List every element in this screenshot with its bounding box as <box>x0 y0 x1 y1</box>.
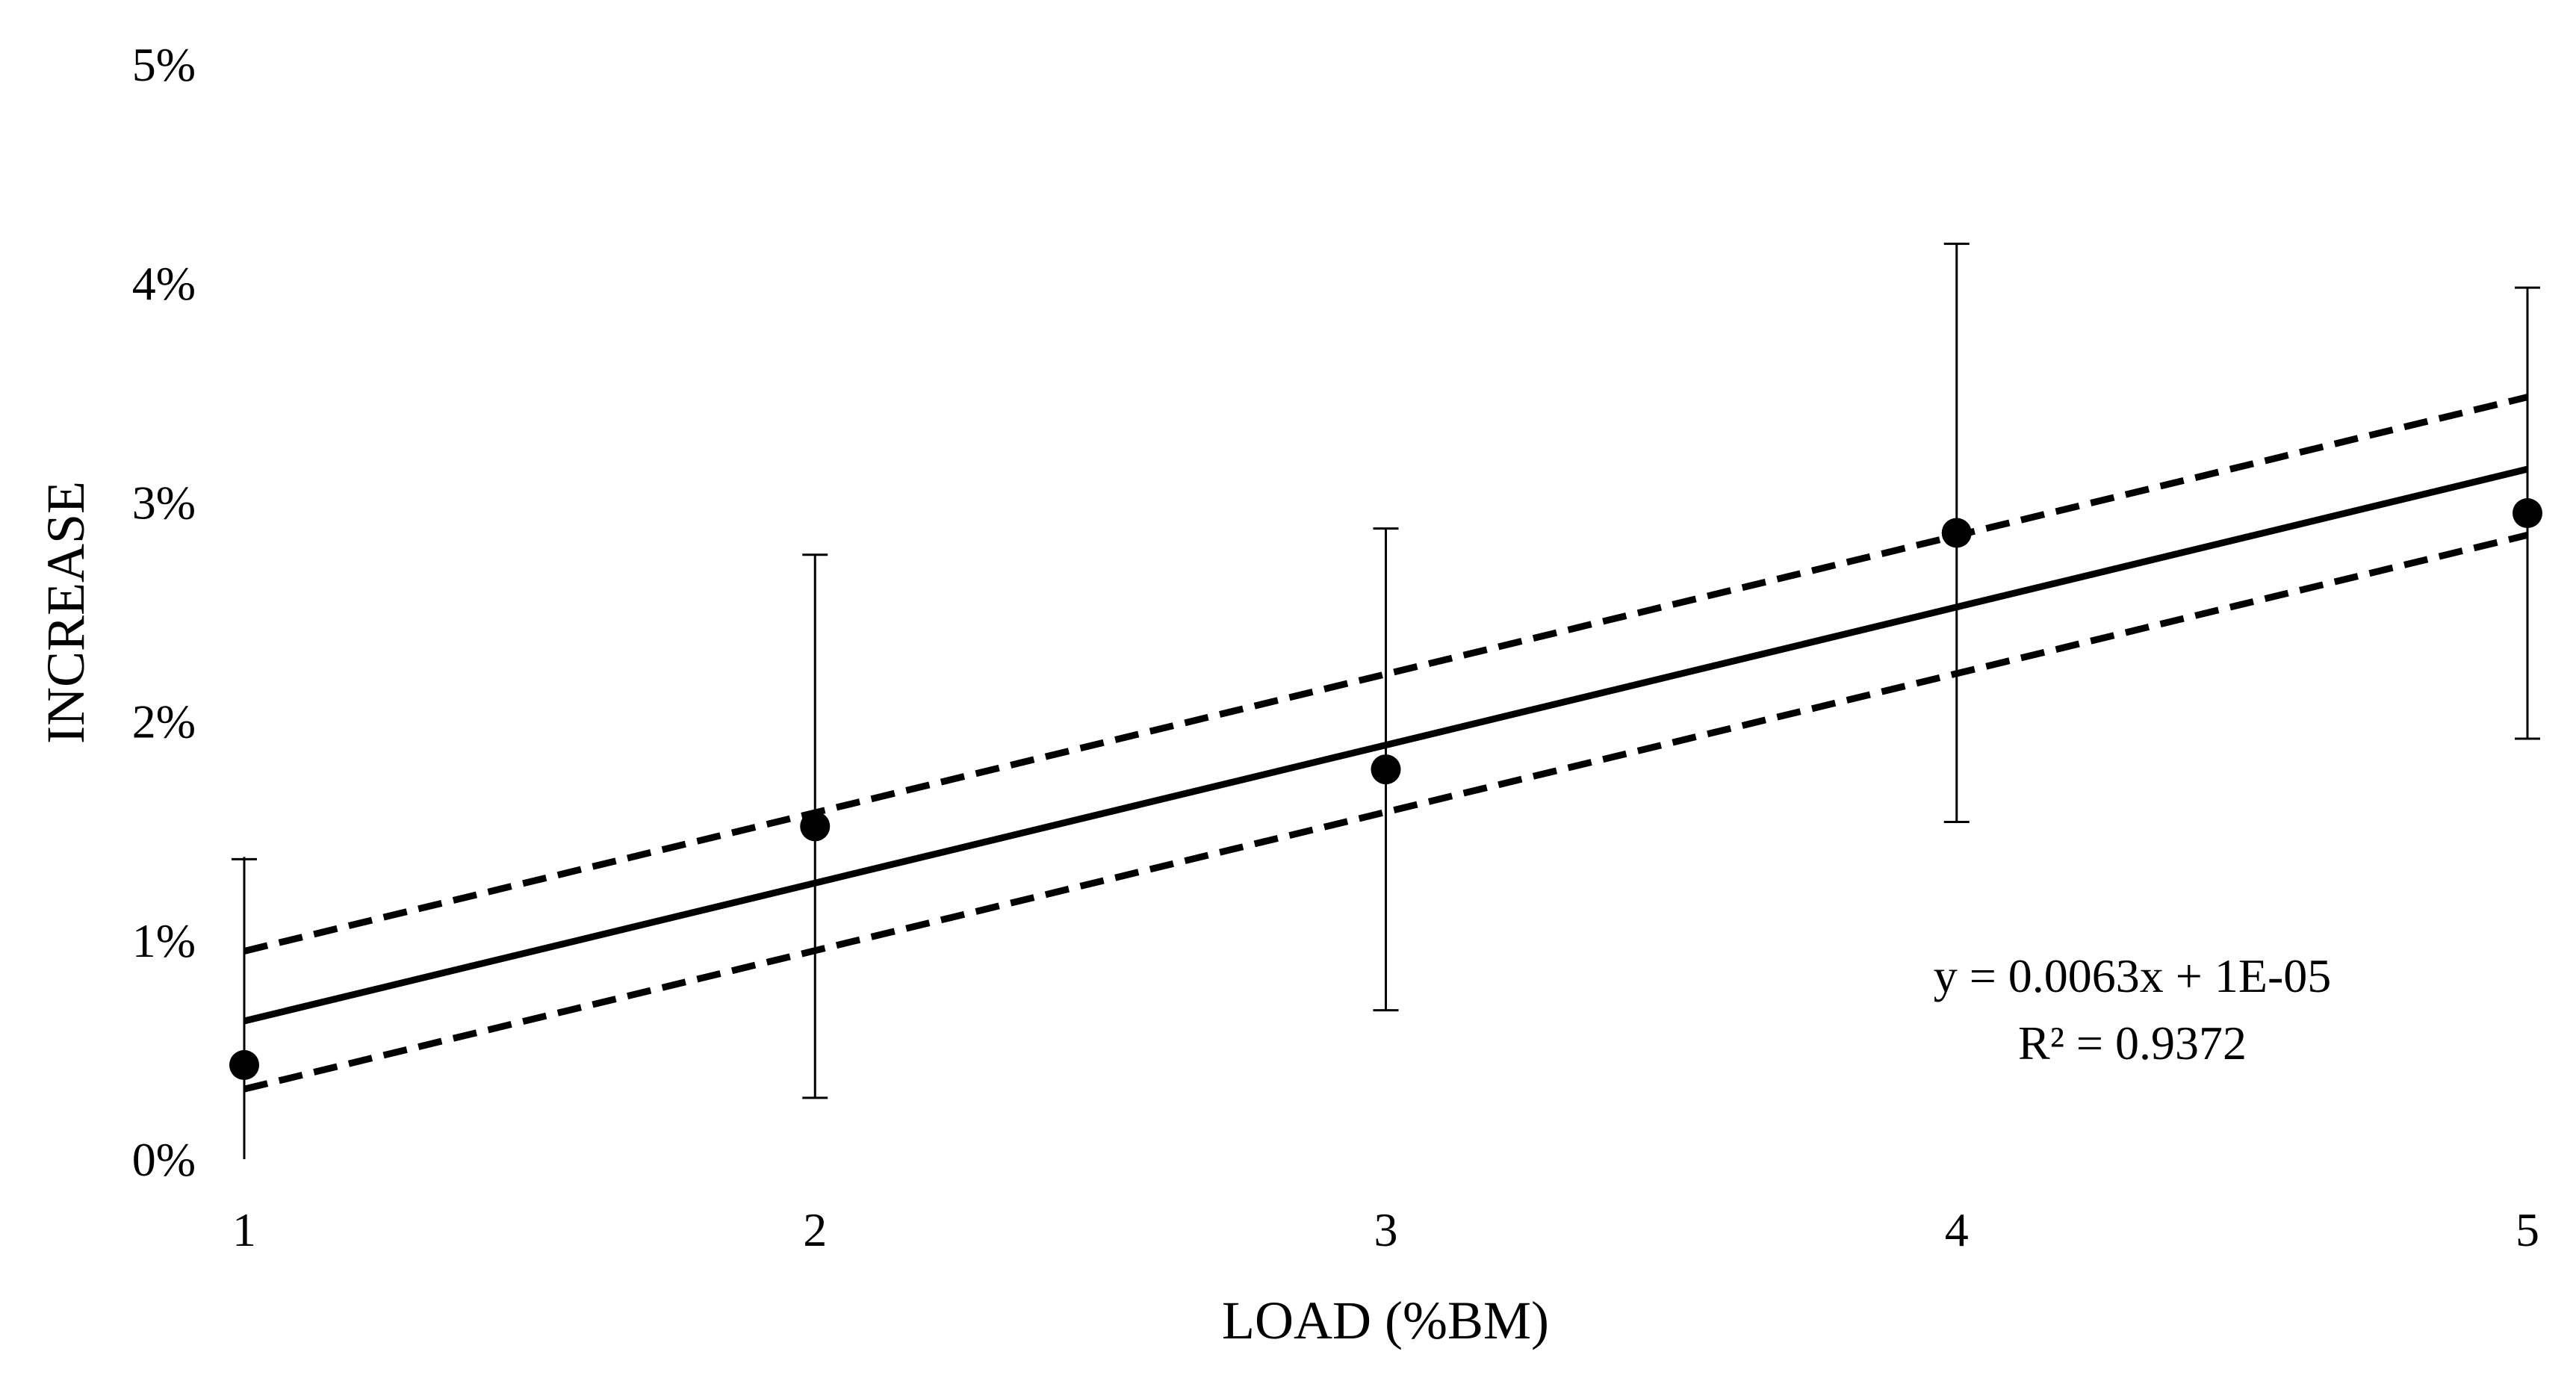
x-axis-ticks: 1 2 3 4 5 <box>232 1203 2539 1256</box>
x-tick-label: 1 <box>232 1203 256 1256</box>
y-tick-label: 4% <box>132 257 196 310</box>
y-tick-label: 5% <box>132 38 196 91</box>
confidence-band-lower <box>243 532 2529 1093</box>
r-squared-label: R² = 0.9372 <box>2018 1017 2247 1070</box>
y-tick-label: 3% <box>132 476 196 529</box>
y-tick-label: 0% <box>132 1133 196 1186</box>
data-point <box>2513 498 2542 529</box>
y-axis-ticks: 0% 1% 2% 3% 4% 5% <box>132 38 196 1186</box>
data-points <box>229 498 2542 1080</box>
confidence-band <box>243 394 2529 1093</box>
data-point <box>800 811 831 842</box>
y-tick-label: 1% <box>132 914 196 967</box>
confidence-band-upper <box>243 394 2529 955</box>
x-tick-label: 4 <box>1945 1203 1969 1256</box>
y-tick-label: 2% <box>132 695 196 748</box>
trendline-equation: y = 0.0063x + 1E-05 <box>1934 949 2332 1002</box>
data-point <box>1371 754 1401 785</box>
y-axis-title: INCREASE <box>36 481 96 744</box>
data-point <box>1941 518 1972 548</box>
x-tick-label: 2 <box>803 1203 827 1256</box>
x-tick-label: 3 <box>1374 1203 1398 1256</box>
x-axis-title: LOAD (%BM) <box>1222 1291 1549 1350</box>
data-point <box>229 1049 259 1080</box>
x-tick-label: 5 <box>2516 1203 2539 1256</box>
